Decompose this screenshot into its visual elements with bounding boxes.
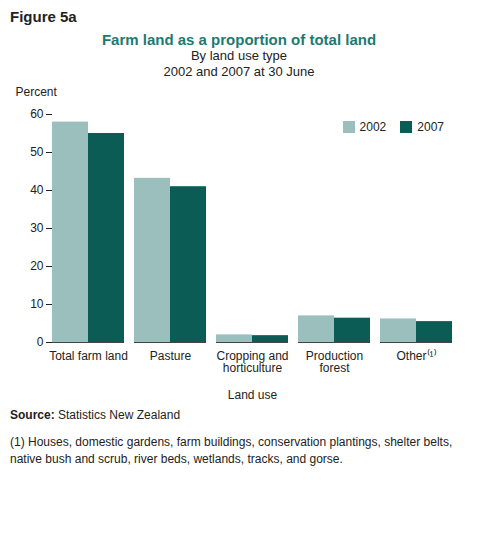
html-text:By land use type: By land use type [190,48,288,63]
svg-text:Other⁽¹⁾: Other⁽¹⁾ [396,349,436,363]
html-text:2002 and 2007 at 30 June: 2002 and 2007 at 30 June [163,64,315,79]
html-text:2002: 2002 [359,120,387,134]
html-text:Figure 5a: Figure 5a [10,8,77,25]
svg-text:10: 10 [30,297,44,311]
svg-text:40: 40 [30,183,44,197]
svg-text:Land use: Land use [228,388,278,402]
html-text:2007: 2007 [417,120,444,134]
svg-text:20: 20 [30,259,44,273]
svg-text:30: 30 [30,221,44,235]
svg-text:60: 60 [30,107,44,121]
html-text:Source: Statistics New Zealand: Source: Statistics New Zealand [10,408,181,422]
svg-text:Percent: Percent [16,85,58,99]
html-text:(1) Houses, domestic gardens,: (1) Houses, domestic gardens, farm build… [10,435,453,466]
svg-text:0: 0 [37,335,44,349]
html-text:Farm land as a proportion of t: Farm land as a proportion of total land [101,31,377,48]
svg-text:50: 50 [30,145,44,159]
svg-text:Cropping andhorticulture: Cropping andhorticulture [216,349,288,375]
svg-text:Pasture: Pasture [150,349,192,363]
svg-text:Total farm land: Total farm land [49,349,128,363]
svg-text:Productionforest: Productionforest [306,349,363,375]
